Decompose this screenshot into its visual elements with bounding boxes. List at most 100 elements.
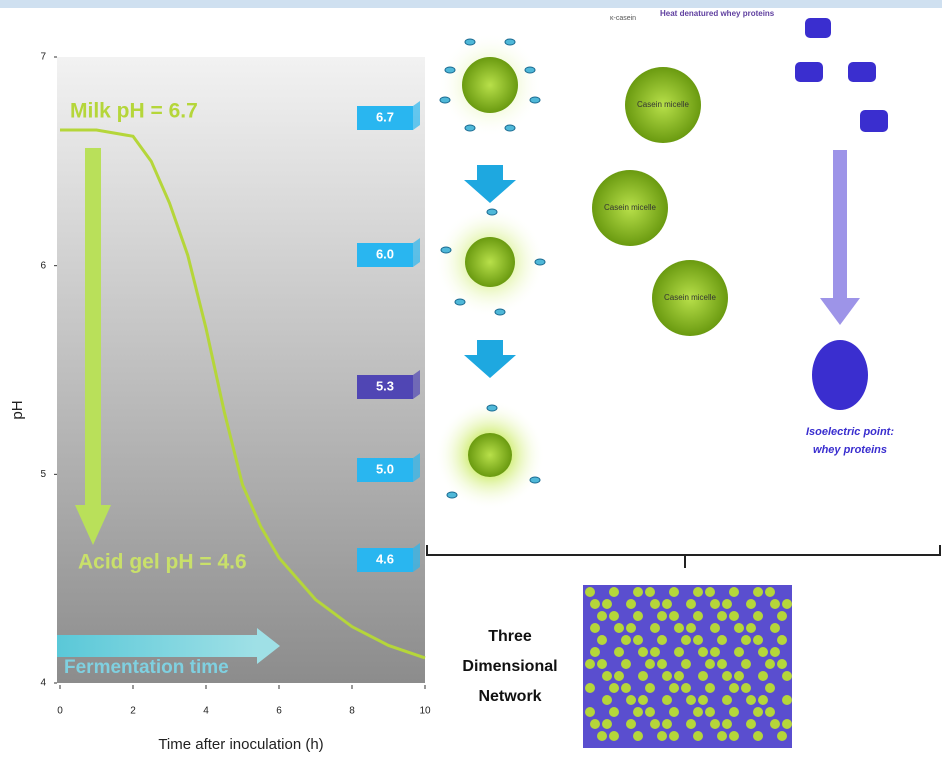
bead: [602, 719, 612, 729]
bead: [626, 623, 636, 633]
bead: [777, 611, 787, 621]
badge-label: 5.0: [376, 461, 394, 476]
bead: [602, 599, 612, 609]
bead: [722, 695, 732, 705]
bead: [633, 611, 643, 621]
bead: [609, 611, 619, 621]
bead: [657, 731, 667, 741]
bead: [585, 707, 595, 717]
bead: [686, 719, 696, 729]
bead: [753, 611, 763, 621]
bead: [782, 599, 792, 609]
bead: [662, 719, 672, 729]
y-tick-label: 4: [40, 678, 46, 689]
bead: [722, 671, 732, 681]
badge-label: 6.7: [376, 109, 394, 124]
bead: [686, 695, 696, 705]
bead: [650, 647, 660, 657]
bead: [746, 623, 756, 633]
bracket: [427, 545, 940, 568]
bead: [602, 695, 612, 705]
bead: [638, 695, 648, 705]
micelle-label: Casein micelle: [664, 293, 717, 302]
bead: [609, 707, 619, 717]
badge-edge: [413, 101, 420, 130]
bead: [729, 707, 739, 717]
badge-edge: [413, 453, 420, 482]
bead: [734, 671, 744, 681]
y-tick-label: 6: [40, 260, 46, 271]
bead: [686, 623, 696, 633]
bead: [710, 623, 720, 633]
bead: [674, 671, 684, 681]
bead: [650, 599, 660, 609]
bead: [645, 683, 655, 693]
bead: [614, 671, 624, 681]
bead: [693, 587, 703, 597]
bead: [590, 623, 600, 633]
bead: [758, 695, 768, 705]
bead: [657, 659, 667, 669]
bead: [597, 611, 607, 621]
bead: [717, 635, 727, 645]
bead: [753, 731, 763, 741]
bead: [638, 671, 648, 681]
bead: [621, 635, 631, 645]
bead: [650, 623, 660, 633]
bead: [705, 659, 715, 669]
bead: [585, 587, 595, 597]
bead: [650, 719, 660, 729]
bead: [626, 719, 636, 729]
bead: [621, 659, 631, 669]
bead: [698, 671, 708, 681]
bead: [657, 611, 667, 621]
x-tick-label: 8: [349, 706, 355, 717]
bead: [770, 599, 780, 609]
annotation: Milk pH = 6.7: [70, 100, 198, 123]
top-strip: [0, 0, 942, 8]
bead: [777, 635, 787, 645]
bead: [741, 635, 751, 645]
bead: [662, 599, 672, 609]
x-tick-label: 2: [130, 706, 136, 717]
bead: [662, 695, 672, 705]
bead: [686, 599, 696, 609]
x-tick-label: 6: [276, 706, 282, 717]
bead: [741, 659, 751, 669]
bead: [633, 587, 643, 597]
bead: [669, 611, 679, 621]
bead: [602, 671, 612, 681]
bead: [681, 659, 691, 669]
bead: [734, 647, 744, 657]
bead: [669, 683, 679, 693]
bead: [741, 683, 751, 693]
bead: [765, 683, 775, 693]
isoelectric-label: Isoelectric point:: [806, 426, 894, 438]
bead: [705, 683, 715, 693]
bead: [717, 659, 727, 669]
bead: [729, 611, 739, 621]
bead: [633, 707, 643, 717]
x-tick-label: 0: [57, 706, 63, 717]
bead: [734, 623, 744, 633]
micelle-label: Casein micelle: [604, 203, 657, 212]
bead: [626, 599, 636, 609]
micelle-label: Casein micelle: [637, 100, 690, 109]
network-label: Network: [478, 688, 541, 705]
bead: [710, 647, 720, 657]
bead: [693, 611, 703, 621]
bead: [609, 683, 619, 693]
bead: [765, 707, 775, 717]
bead: [765, 587, 775, 597]
bead: [626, 695, 636, 705]
badge-edge: [413, 238, 420, 267]
bead: [585, 659, 595, 669]
bead: [753, 635, 763, 645]
bead: [705, 707, 715, 717]
bead: [609, 587, 619, 597]
annotation: Acid gel pH = 4.6: [78, 551, 247, 574]
arrow-shaft: [85, 148, 101, 508]
badge-edge: [413, 370, 420, 399]
bead: [669, 587, 679, 597]
bead: [621, 683, 631, 693]
